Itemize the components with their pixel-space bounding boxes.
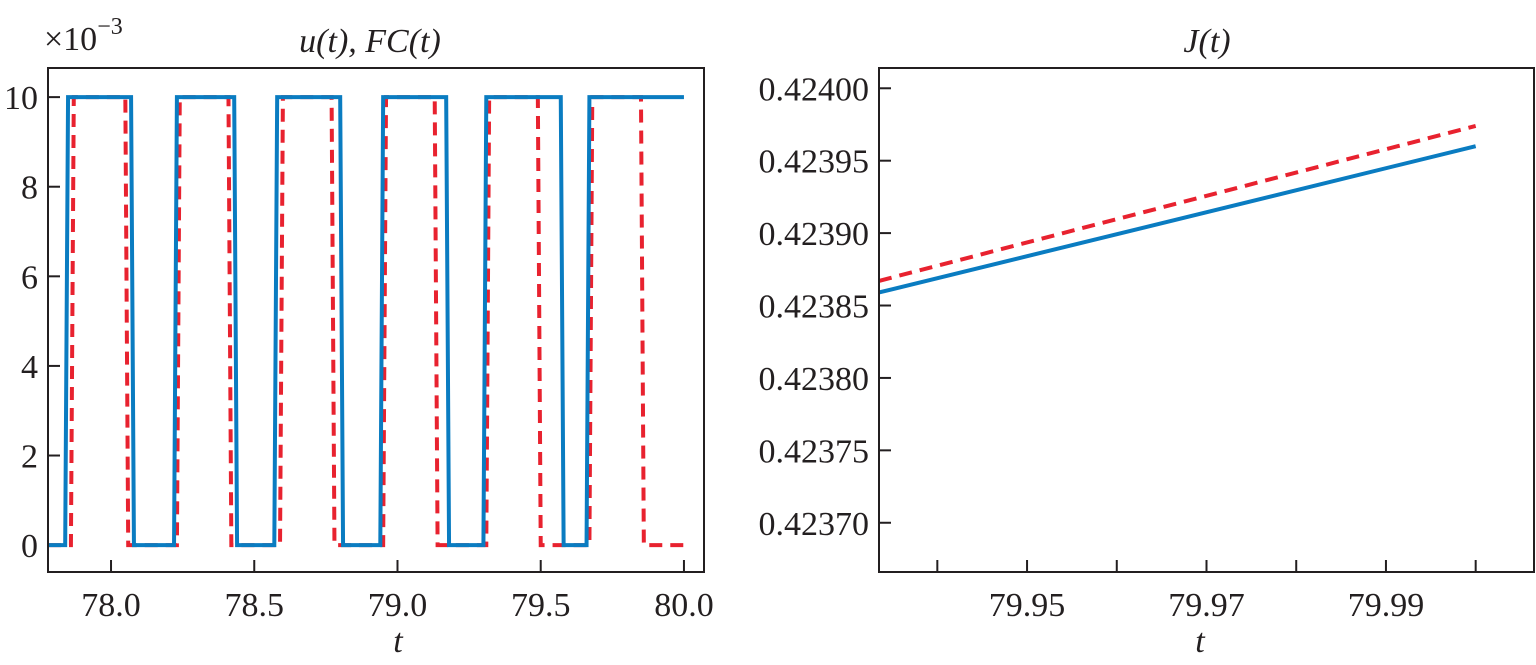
y-tick-label: 0.42380: [759, 361, 870, 398]
y-tick-label: 0.42370: [759, 506, 870, 543]
y-tick-label: 0: [21, 528, 38, 565]
left-x-axis-label: t: [393, 623, 404, 660]
x-tick-label: 79.95: [989, 587, 1066, 624]
left-panel: ×10−3 u(t), FC(t) t 0 2 4 6 8 10 78.0 78.5 79.0 7…: [4, 14, 714, 660]
x-tick-label: 78.0: [81, 587, 141, 624]
y-tick-label: 0.42395: [759, 144, 870, 181]
x-tick-label: 79.5: [511, 587, 571, 624]
right-x-axis-label: t: [1195, 623, 1206, 660]
x-tick-label: 79.99: [1348, 587, 1425, 624]
y-tick-label: 0.42390: [759, 216, 870, 253]
y-tick-label: 6: [21, 259, 38, 296]
x-tick-label: 80.0: [654, 587, 714, 624]
y-tick-label: 4: [21, 349, 38, 386]
y-multiplier-label: ×10−3: [44, 14, 123, 58]
y-tick-label: 0.42375: [759, 433, 870, 470]
solid-series-line: [48, 95, 684, 548]
left-chart-title: u(t), FC(t): [299, 23, 441, 60]
y-tick-label: 8: [21, 170, 38, 207]
y-tick-label: 10: [4, 80, 38, 117]
solid-series-line: [878, 144, 1477, 295]
right-chart-title: J(t): [1183, 23, 1230, 60]
x-tick-label: 79.97: [1168, 587, 1245, 624]
y-tick-label: 2: [21, 439, 38, 476]
left-plot-frame: [47, 67, 705, 573]
right-plot-frame: [878, 67, 1535, 573]
dashed-series-line: [878, 123, 1477, 283]
y-tick-label: 0.42400: [759, 71, 870, 108]
right-panel: J(t) t 0.42370 0.42375 0.42380 0.42385 0.423…: [759, 23, 1535, 660]
x-tick-label: 78.5: [225, 587, 285, 624]
y-tick-label: 0.42385: [759, 289, 870, 326]
x-tick-label: 79.0: [368, 587, 428, 624]
